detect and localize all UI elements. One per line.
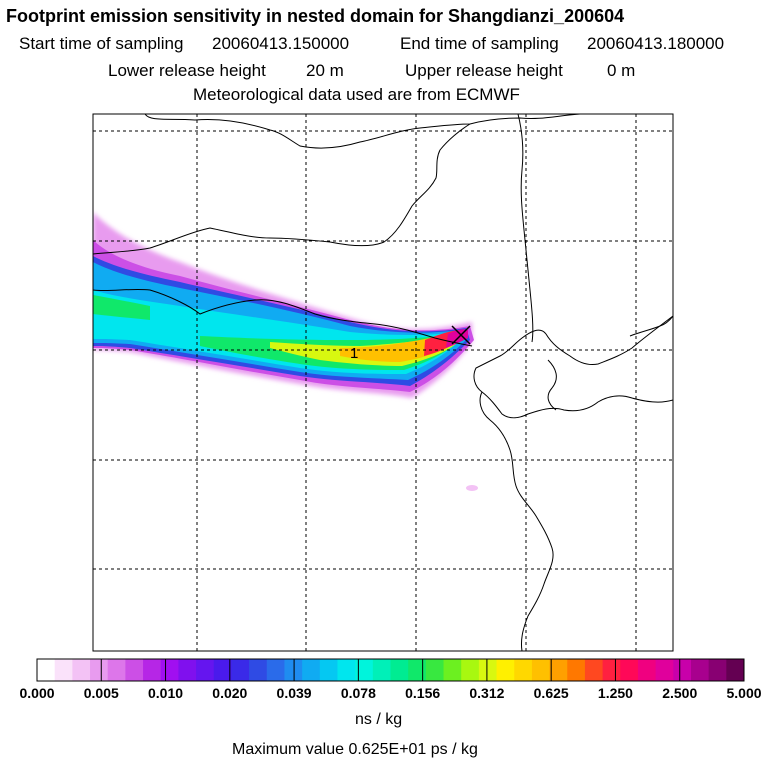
colorbar-cell [549, 659, 568, 681]
colorbar-cell [213, 659, 232, 681]
colorbar-cell [425, 659, 445, 681]
colorbar-cell [160, 659, 179, 681]
end-time-value: 20060413.180000 [587, 34, 725, 53]
colorbar-cell [302, 659, 321, 681]
colorbar-tick-label: 0.000 [19, 685, 55, 701]
colorbar-tick-label: 1.250 [597, 685, 633, 701]
colorbar-tick-label: 2.500 [662, 685, 698, 701]
colorbar-cell [337, 659, 356, 681]
colorbar-cell [37, 659, 56, 681]
release-marker-icon [451, 325, 471, 345]
colorbar-cell [531, 659, 551, 681]
upper-height-value: 0 m [607, 61, 636, 80]
colorbar-cell [107, 659, 126, 681]
colorbar-tick-label: 0.020 [212, 685, 248, 701]
colorbar-frame [36, 658, 745, 682]
colorbar-cell [72, 659, 91, 681]
colorbar-cell [266, 659, 285, 681]
colorbar-cell [726, 659, 745, 681]
colorbar-cell [620, 659, 639, 681]
plume-green [93, 295, 150, 320]
colorbar-tick-label: 0.005 [83, 685, 119, 701]
end-time-label: End time of sampling [400, 34, 559, 53]
colorbar-cell [355, 659, 374, 681]
colorbar-cell [637, 659, 657, 681]
colorbar-cell [178, 659, 197, 681]
colorbar-cell [708, 659, 727, 681]
colorbar-cell [284, 659, 303, 681]
lower-height-value: 20 m [306, 61, 344, 80]
colorbar-cell [408, 659, 427, 681]
contour-label: 1 [350, 345, 358, 362]
colorbar-cell [54, 659, 73, 681]
colorbar-cell [690, 659, 710, 681]
colorbar-cell [372, 659, 391, 681]
colorbar-cell [514, 659, 533, 681]
colorbar-cell [461, 659, 480, 681]
colorbar-cell [602, 659, 621, 681]
colorbar-cell [655, 659, 674, 681]
max-value-label: Maximum value 0.625E+01 ps / kg [232, 741, 478, 758]
colorbar-cell [125, 659, 144, 681]
plume-speck [466, 485, 478, 491]
colorbar-cell [478, 659, 498, 681]
colorbar-tick-label: 0.156 [405, 685, 441, 701]
map-frame [92, 113, 674, 652]
colorbar-tick-label: 0.312 [469, 685, 505, 701]
start-time-value: 20060413.150000 [212, 34, 350, 53]
colorbar-cells [37, 659, 745, 681]
chart-title: Footprint emission sensitivity in nested… [6, 6, 625, 26]
start-time-label: Start time of sampling [19, 34, 184, 53]
colorbar-cell [196, 659, 215, 681]
colorbar-cell [249, 659, 268, 681]
colorbar-cell [443, 659, 462, 681]
grid-lines [93, 114, 673, 651]
lower-height-label: Lower release height [108, 61, 266, 80]
met-data-note: Meteorological data used are from ECMWF [193, 85, 520, 104]
colorbar-tick-label: 0.010 [148, 685, 184, 701]
colorbar-cell [319, 659, 338, 681]
colorbar-cell [567, 659, 586, 681]
colorbar-cell [496, 659, 515, 681]
colorbar-cell [584, 659, 604, 681]
colorbar-tick-label: 0.625 [533, 685, 569, 701]
upper-height-label: Upper release height [405, 61, 563, 80]
units-label: ns / kg [355, 711, 403, 728]
colorbar-cell [390, 659, 409, 681]
colorbar-cell [90, 659, 109, 681]
colorbar-cell [231, 659, 250, 681]
colorbar-cell [673, 659, 692, 681]
colorbar-tick-label: 0.078 [340, 685, 376, 701]
colorbar-tick-label: 5.000 [726, 685, 762, 701]
coastlines [93, 114, 673, 651]
colorbar-cell [143, 659, 162, 681]
colorbar-tick-label: 0.039 [276, 685, 312, 701]
